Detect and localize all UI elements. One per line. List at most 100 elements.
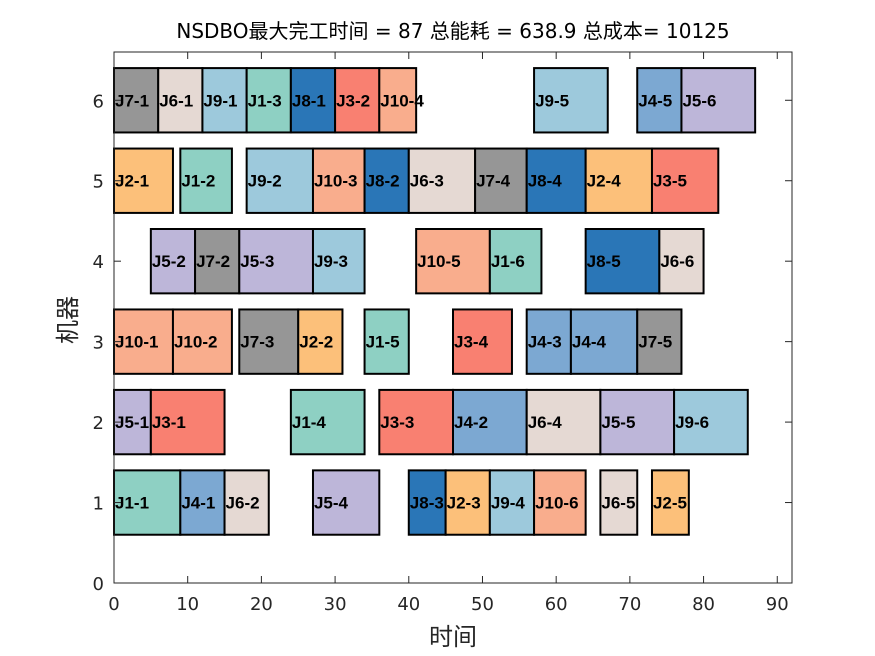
operation-bar [584, 228, 661, 295]
operation-bar [599, 469, 639, 536]
operation-label: J9-3 [314, 252, 348, 271]
operation-bar [650, 469, 690, 536]
operation-j8-5: J8-5 [584, 228, 661, 295]
operation-bar [673, 388, 749, 456]
operation-j2-2: J2-2 [297, 308, 344, 375]
operation-j4-4: J4-4 [569, 308, 639, 375]
operation-label: J5-1 [115, 413, 149, 432]
operation-bar [569, 308, 639, 375]
operation-bar [658, 228, 705, 295]
operation-bar [113, 67, 160, 134]
operation-bar [171, 308, 233, 375]
operation-j7-3: J7-3 [238, 308, 300, 375]
operation-bar [680, 67, 757, 134]
operation-bar [378, 67, 418, 134]
operation-j9-6: J9-6 [673, 388, 749, 456]
operation-label: J8-4 [528, 172, 563, 191]
operation-label: J6-5 [601, 494, 635, 513]
operation-j5-5: J5-5 [599, 388, 676, 456]
operation-bar [533, 469, 587, 536]
operation-label: J2-1 [115, 172, 149, 191]
operation-label: J7-2 [196, 252, 230, 271]
operation-j3-4: J3-4 [452, 308, 513, 375]
operation-bar [525, 308, 572, 375]
operation-j6-2: J6-2 [223, 469, 270, 536]
operation-label: J1-2 [181, 172, 215, 191]
operation-j3-5: J3-5 [650, 147, 720, 214]
y-tick-label: 2 [93, 413, 104, 434]
operation-label: J4-2 [454, 413, 488, 432]
operation-bar [363, 308, 410, 375]
x-tick-label: 70 [618, 594, 641, 615]
x-axis-label: 时间 [429, 623, 477, 651]
operation-label: J1-6 [491, 252, 525, 271]
y-axis-label: 机器 [54, 296, 82, 344]
operation-label: J5-6 [682, 91, 716, 110]
operation-label: J4-3 [528, 333, 562, 352]
operation-j4-2: J4-2 [452, 388, 528, 456]
operation-bar [289, 388, 366, 456]
x-tick-label: 50 [471, 594, 494, 615]
x-tick-label: 0 [108, 594, 119, 615]
operation-j2-1: J2-1 [113, 147, 174, 214]
operation-label: J5-2 [152, 252, 186, 271]
x-tick-label: 20 [250, 594, 273, 615]
operation-bar [149, 228, 197, 295]
operation-label: J8-1 [292, 91, 326, 110]
operation-bar [636, 67, 683, 134]
operation-j6-3: J6-3 [407, 147, 477, 214]
operation-label: J2-4 [587, 172, 622, 191]
operation-label: J9-2 [248, 172, 282, 191]
operation-j9-3: J9-3 [311, 228, 366, 295]
operation-bar [407, 147, 477, 214]
operation-j6-4: J6-4 [525, 388, 602, 456]
operation-j2-3: J2-3 [444, 469, 491, 536]
operation-bar [584, 147, 653, 214]
axes-box [113, 51, 793, 584]
operation-bar [311, 147, 366, 214]
operation-label: J8-3 [410, 494, 444, 513]
y-tick-label: 1 [93, 494, 104, 515]
operation-bar [201, 67, 248, 134]
operation-label: J6-4 [528, 413, 563, 432]
operation-j1-6: J1-6 [488, 228, 543, 295]
operation-bar [113, 147, 174, 214]
operation-j3-1: J3-1 [149, 388, 226, 456]
operation-j5-6: J5-6 [680, 67, 757, 134]
x-tick-label: 90 [766, 594, 789, 615]
operation-j6-5: J6-5 [599, 469, 639, 536]
x-tick-label: 60 [545, 594, 568, 615]
operation-label: J10-3 [314, 172, 357, 191]
operation-bar [488, 469, 536, 536]
operation-j7-1: J7-1 [113, 67, 160, 134]
operation-bar [311, 469, 381, 536]
operation-j2-4: J2-4 [584, 147, 653, 214]
operation-bar [474, 147, 528, 214]
operation-j3-2: J3-2 [334, 67, 381, 134]
y-tick-label: 3 [93, 333, 104, 354]
operation-label: J7-3 [240, 333, 274, 352]
operation-j4-1: J4-1 [179, 469, 226, 536]
operation-label: J1-1 [115, 494, 149, 513]
operation-label: J5-4 [314, 494, 349, 513]
operation-j6-1: J6-1 [157, 67, 204, 134]
operation-label: J3-4 [454, 333, 489, 352]
operation-j8-3: J8-3 [407, 469, 447, 536]
operation-bar [179, 147, 233, 214]
operation-label: J4-4 [572, 333, 607, 352]
operation-label: J3-5 [653, 172, 687, 191]
operation-j1-2: J1-2 [179, 147, 233, 214]
operation-label: J9-5 [535, 91, 569, 110]
operation-j9-5: J9-5 [533, 67, 609, 134]
operation-j10-4: J10-4 [378, 67, 424, 134]
bars-layer: J7-1 J6-1 J9-1 J1-3 J8-1 J3-2 J10-4 J9-5 J4-5 J5-… [113, 67, 757, 536]
operation-j7-2: J7-2 [194, 228, 241, 295]
operation-j1-5: J1-5 [363, 308, 410, 375]
operation-bar [452, 308, 513, 375]
operation-j9-4: J9-4 [488, 469, 536, 536]
operation-j5-3: J5-3 [238, 228, 314, 295]
operation-j1-3: J1-3 [245, 67, 292, 134]
operation-label: J1-5 [366, 333, 400, 352]
x-tick-label: 10 [176, 594, 199, 615]
